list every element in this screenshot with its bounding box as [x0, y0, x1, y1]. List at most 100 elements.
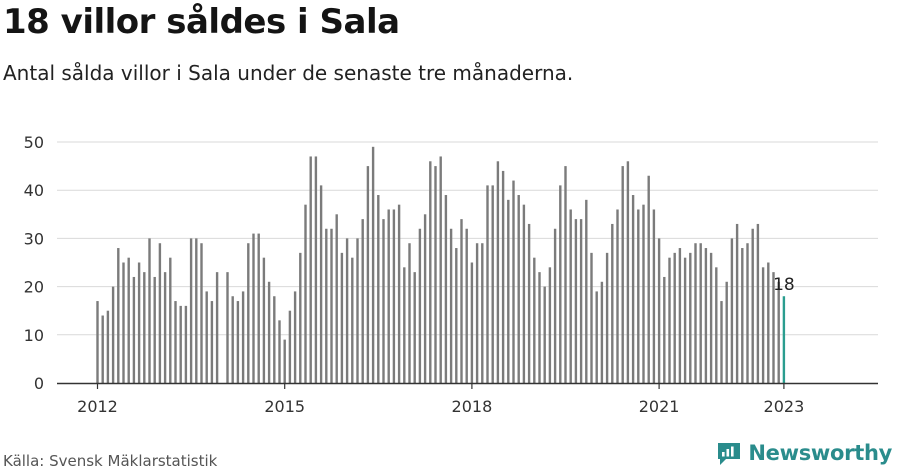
- bar: [257, 233, 260, 383]
- bar: [122, 262, 125, 383]
- bar: [247, 243, 250, 383]
- bar: [408, 243, 411, 383]
- bar: [273, 296, 276, 383]
- bar: [507, 199, 510, 383]
- bar: [548, 267, 552, 383]
- bar: [522, 204, 526, 383]
- bar: [704, 248, 708, 383]
- chart-subtitle: Antal sålda villor i Sala under de senas…: [3, 61, 574, 85]
- bar: [637, 209, 640, 383]
- bar: [725, 281, 728, 383]
- y-tick-label: 10: [24, 326, 44, 345]
- bar: [241, 291, 245, 383]
- bar: [465, 228, 468, 383]
- bar: [210, 301, 214, 383]
- bar: [481, 243, 484, 383]
- bar: [215, 272, 219, 383]
- newsworthy-logo-icon: [718, 443, 741, 465]
- bar: [595, 291, 598, 383]
- x-tick-label: 2015: [264, 397, 305, 416]
- highlight-value-label: 18: [773, 275, 795, 295]
- bar: [475, 243, 479, 383]
- bar: [205, 291, 208, 383]
- bar: [569, 209, 572, 383]
- y-tick-label: 40: [24, 181, 44, 200]
- bar: [96, 301, 99, 383]
- bar: [283, 339, 286, 383]
- bar: [169, 257, 172, 383]
- bar: [392, 209, 396, 383]
- bar: [351, 257, 354, 383]
- y-tick-label: 20: [24, 278, 44, 297]
- bar: [663, 276, 666, 383]
- x-tick-label: 2021: [639, 397, 680, 416]
- bar: [496, 161, 500, 383]
- bar: [366, 166, 370, 383]
- bar: [590, 252, 593, 383]
- bar: [709, 252, 713, 383]
- bar: [735, 223, 739, 383]
- bar: [403, 267, 406, 383]
- bar: [579, 219, 583, 383]
- bar: [631, 195, 635, 383]
- bar: [340, 252, 344, 383]
- bar: [148, 238, 151, 383]
- bar: [626, 161, 630, 383]
- bar: [231, 296, 234, 383]
- x-tick-label: 2012: [77, 397, 118, 416]
- bar: [319, 185, 323, 383]
- bar: [491, 185, 494, 383]
- bar: [174, 301, 177, 383]
- bar: [163, 272, 167, 383]
- bar: [127, 257, 130, 383]
- bar: [179, 305, 182, 383]
- y-tick-label: 50: [24, 133, 44, 152]
- bar: [621, 166, 624, 383]
- bar: [434, 166, 437, 383]
- bar: [564, 166, 567, 383]
- x-tick-label: 2023: [764, 397, 805, 416]
- bar: [184, 305, 188, 383]
- bar: [293, 291, 297, 383]
- x-tick-label: 2018: [452, 397, 493, 416]
- source-note: Källa: Svensk Mäklarstatistik: [3, 452, 218, 470]
- bar: [538, 272, 541, 383]
- bar: [517, 195, 520, 383]
- brand-logo[interactable]: Newsworthy: [716, 440, 892, 466]
- bar: [642, 204, 645, 383]
- bar: [252, 233, 255, 383]
- bar: [694, 243, 697, 383]
- bar: [278, 320, 281, 383]
- y-tick-label: 0: [34, 374, 44, 393]
- bar: [132, 276, 136, 383]
- bar: [730, 238, 734, 383]
- bar: [527, 223, 531, 383]
- bar: [439, 156, 442, 383]
- bar: [195, 238, 198, 383]
- bar: [683, 257, 687, 383]
- bar: [236, 301, 240, 383]
- bar: [137, 262, 141, 383]
- bar: [143, 272, 146, 383]
- bar: [377, 195, 380, 383]
- bar: [356, 238, 359, 383]
- bar: [309, 156, 312, 383]
- bar: [423, 214, 427, 383]
- bar: [153, 276, 156, 383]
- bar: [699, 243, 702, 383]
- bar: [288, 310, 292, 383]
- bar: [501, 170, 505, 383]
- bar: [106, 310, 110, 383]
- bar: [262, 257, 266, 383]
- bar: [512, 180, 515, 383]
- bar: [455, 248, 458, 383]
- bar: [720, 301, 723, 383]
- bar: [533, 257, 536, 383]
- bar: [741, 248, 744, 383]
- bar: [605, 252, 609, 383]
- bar: [673, 252, 676, 383]
- bar: [761, 267, 765, 383]
- bar: [772, 272, 775, 383]
- bar: [413, 272, 416, 383]
